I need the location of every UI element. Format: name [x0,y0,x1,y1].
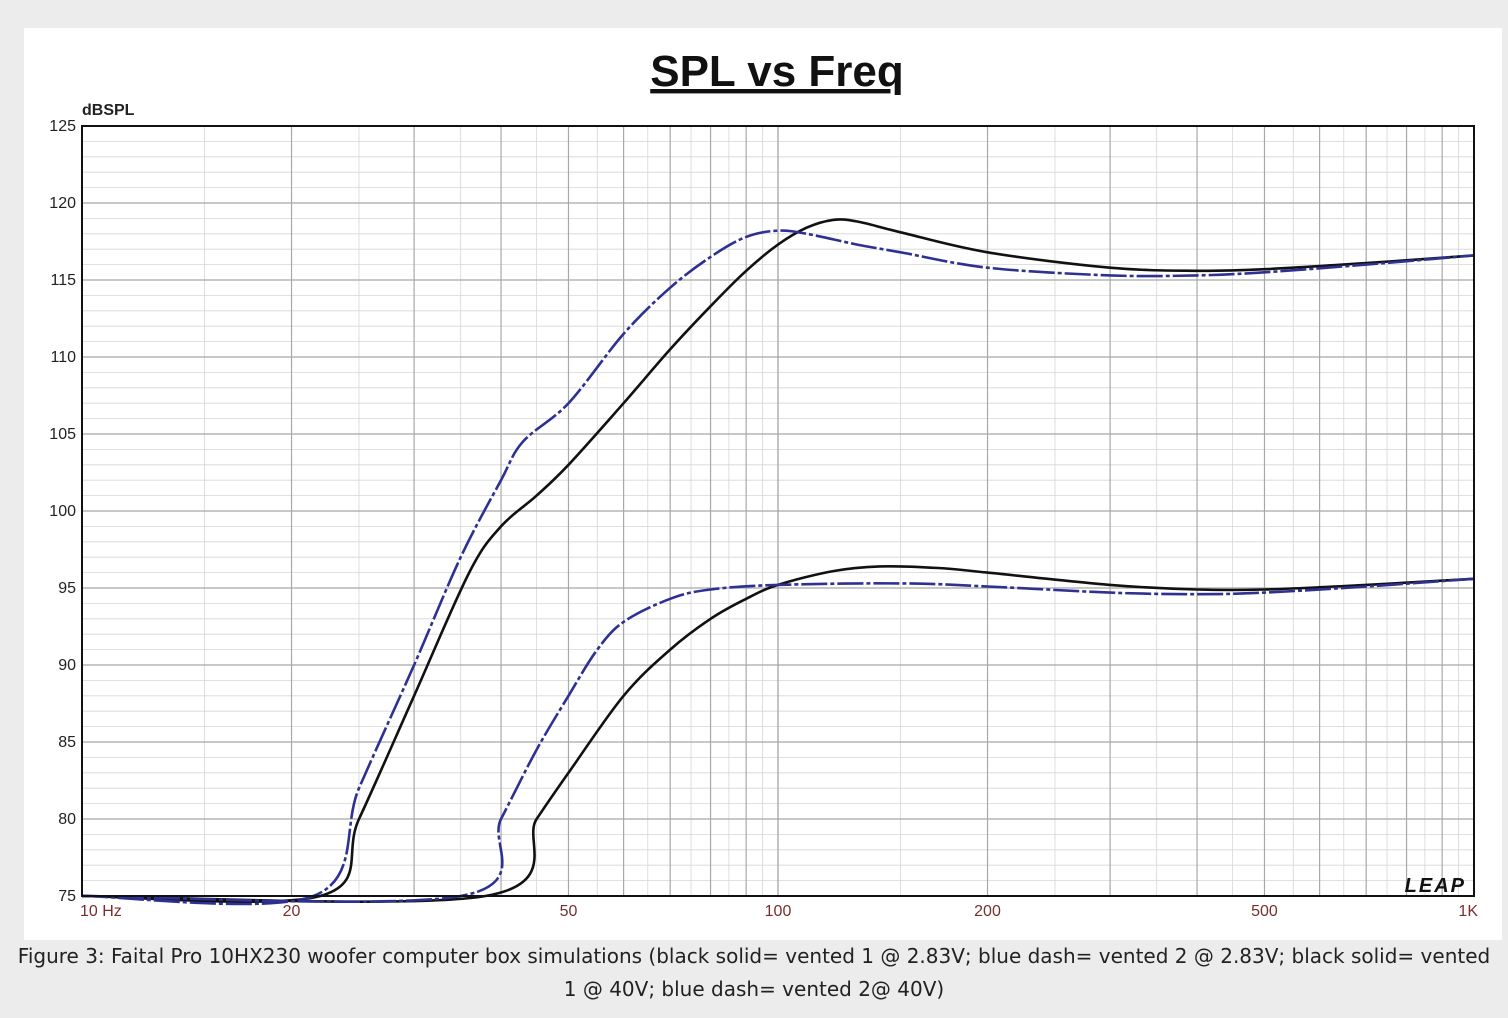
chart-title: SPL vs Freq [650,47,904,96]
x-tick-label: 20 [283,903,301,920]
chart-panel: SPL vs Freq dBSPL 75 80 85 90 95 100 105 110 115… [24,28,1502,940]
leap-watermark: LEAP [1405,875,1466,897]
series-2-curve [81,229,1475,906]
y-tick-label: 95 [58,580,76,597]
x-tick-label: 500 [1251,903,1278,920]
plot-frame [81,125,1475,897]
x-tick-labels: 10 Hz 20 50 100 200 500 1K [80,903,1478,920]
y-tick-label: 100 [49,503,76,520]
y-tick-labels: 75 80 85 90 95 100 105 110 115 120 125 [49,118,76,905]
y-axis-label: dBSPL [82,102,135,119]
grid-major [81,125,1475,897]
y-tick-label: 110 [50,349,76,366]
x-tick-label: 10 Hz [80,903,122,920]
x-tick-label: 100 [765,903,792,920]
y-tick-label: 90 [58,657,76,674]
figure: SPL vs Freq dBSPL 75 80 85 90 95 100 105 110 115… [10,10,1502,1010]
series-4-curve [81,577,1475,903]
x-tick-label: 1K [1458,903,1478,920]
series-layer [81,218,1475,906]
y-tick-label: 105 [49,426,76,443]
y-tick-label: 85 [58,734,76,751]
y-tick-label: 115 [50,272,76,289]
y-tick-label: 80 [58,811,76,828]
y-tick-label: 125 [49,118,76,135]
y-tick-label: 120 [49,195,76,212]
x-tick-label: 200 [974,903,1001,920]
spl-chart: SPL vs Freq dBSPL 75 80 85 90 95 100 105 110 115… [49,47,1478,920]
y-tick-label: 75 [58,888,76,905]
figure-caption: Figure 3: Faital Pro 10HX230 woofer comp… [17,944,1491,1001]
series-1-curve [81,218,1475,903]
x-tick-label: 50 [560,903,578,920]
